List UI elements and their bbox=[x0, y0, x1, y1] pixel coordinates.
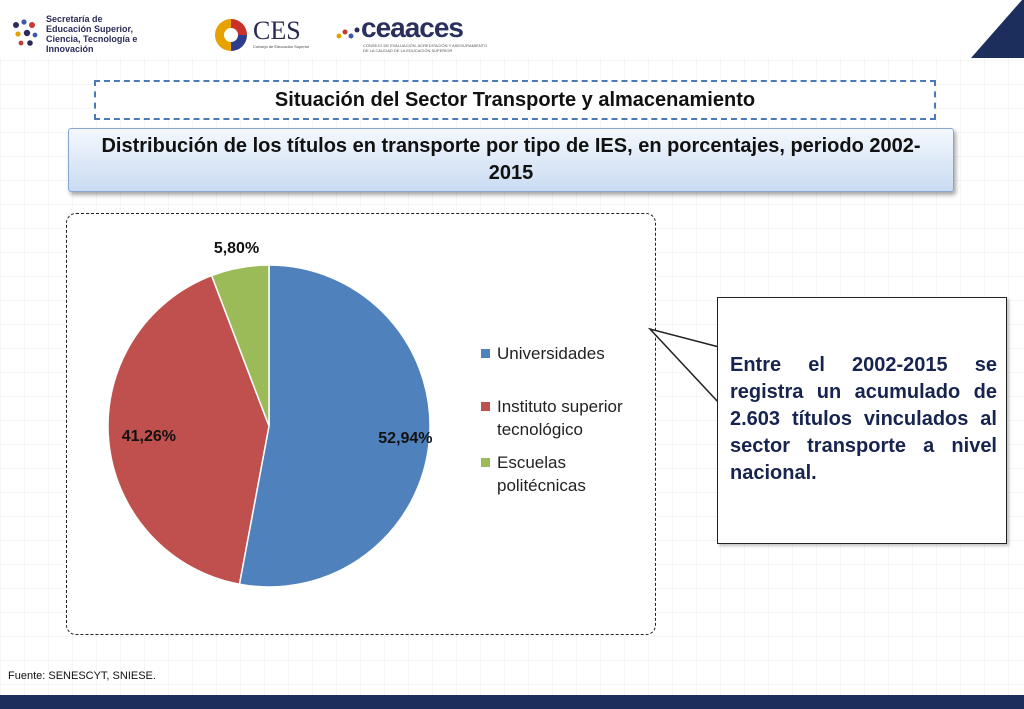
callout-box: Entre el 2002-2015 se registra un acumul… bbox=[717, 297, 1007, 544]
senescyt-logo: Secretaría de Educación Superior, Cienci… bbox=[10, 14, 180, 54]
chart-title: Distribución de los títulos en transport… bbox=[68, 128, 954, 192]
ces-emblem-icon bbox=[215, 19, 247, 51]
callout-text: Entre el 2002-2015 se registra un acumul… bbox=[730, 354, 997, 484]
ces-logo-subtitle: Consejo de Educación Superior bbox=[253, 44, 310, 49]
section-title: Situación del Sector Transporte y almace… bbox=[94, 80, 936, 120]
pie-slice-1 bbox=[238, 264, 431, 588]
callout-pointer bbox=[648, 327, 720, 404]
ceaaces-mark-icon bbox=[336, 27, 360, 39]
ceaaces-logo-subtitle: CONSEJO DE EVALUACIÓN, ACREDITACIÓN Y AS… bbox=[363, 43, 488, 53]
legend-swatch bbox=[481, 349, 490, 358]
source-note: Fuente: SENESCYT, SNIESE. bbox=[8, 670, 156, 682]
pie-slice-2 bbox=[107, 274, 270, 586]
legend-label: Escuelas politécnicas bbox=[497, 453, 586, 495]
legend-item-instituto: Instituto superior tecnológico bbox=[481, 395, 651, 441]
legend-label: Universidades bbox=[497, 344, 605, 363]
slice-label-2: 41,26% bbox=[121, 427, 176, 445]
legend-label: Instituto superior tecnológico bbox=[497, 397, 623, 439]
legend-item-universidades: Universidades bbox=[481, 342, 651, 365]
chart-frame: 52,94% 41,26% 5,80% Universidades Institut… bbox=[66, 213, 656, 635]
ceaaces-logo: ceaaces CONSEJO DE EVALUACIÓN, ACREDITAC… bbox=[335, 12, 505, 54]
header-corner-decoration bbox=[519, 0, 1024, 58]
ces-logo: CES Consejo de Educación Superior bbox=[213, 14, 333, 54]
senescyt-dots-icon bbox=[13, 19, 38, 46]
pie-slice-3 bbox=[210, 264, 270, 427]
legend-swatch bbox=[481, 458, 490, 467]
chart-legend: Universidades Instituto superior tecnoló… bbox=[481, 342, 651, 497]
ceaaces-logo-name: ceaaces bbox=[361, 12, 464, 43]
pie-chart bbox=[107, 264, 431, 588]
senescyt-logo-text: Secretaría de Educación Superior, Cienci… bbox=[46, 14, 138, 54]
slice-label-3: 5,80% bbox=[213, 239, 260, 257]
footer-bar bbox=[0, 695, 1024, 709]
legend-item-escuelas: Escuelas politécnicas bbox=[481, 451, 651, 497]
slice-label-1: 52,94% bbox=[378, 429, 433, 447]
ces-logo-name: CES bbox=[253, 16, 301, 45]
legend-swatch bbox=[481, 402, 490, 411]
